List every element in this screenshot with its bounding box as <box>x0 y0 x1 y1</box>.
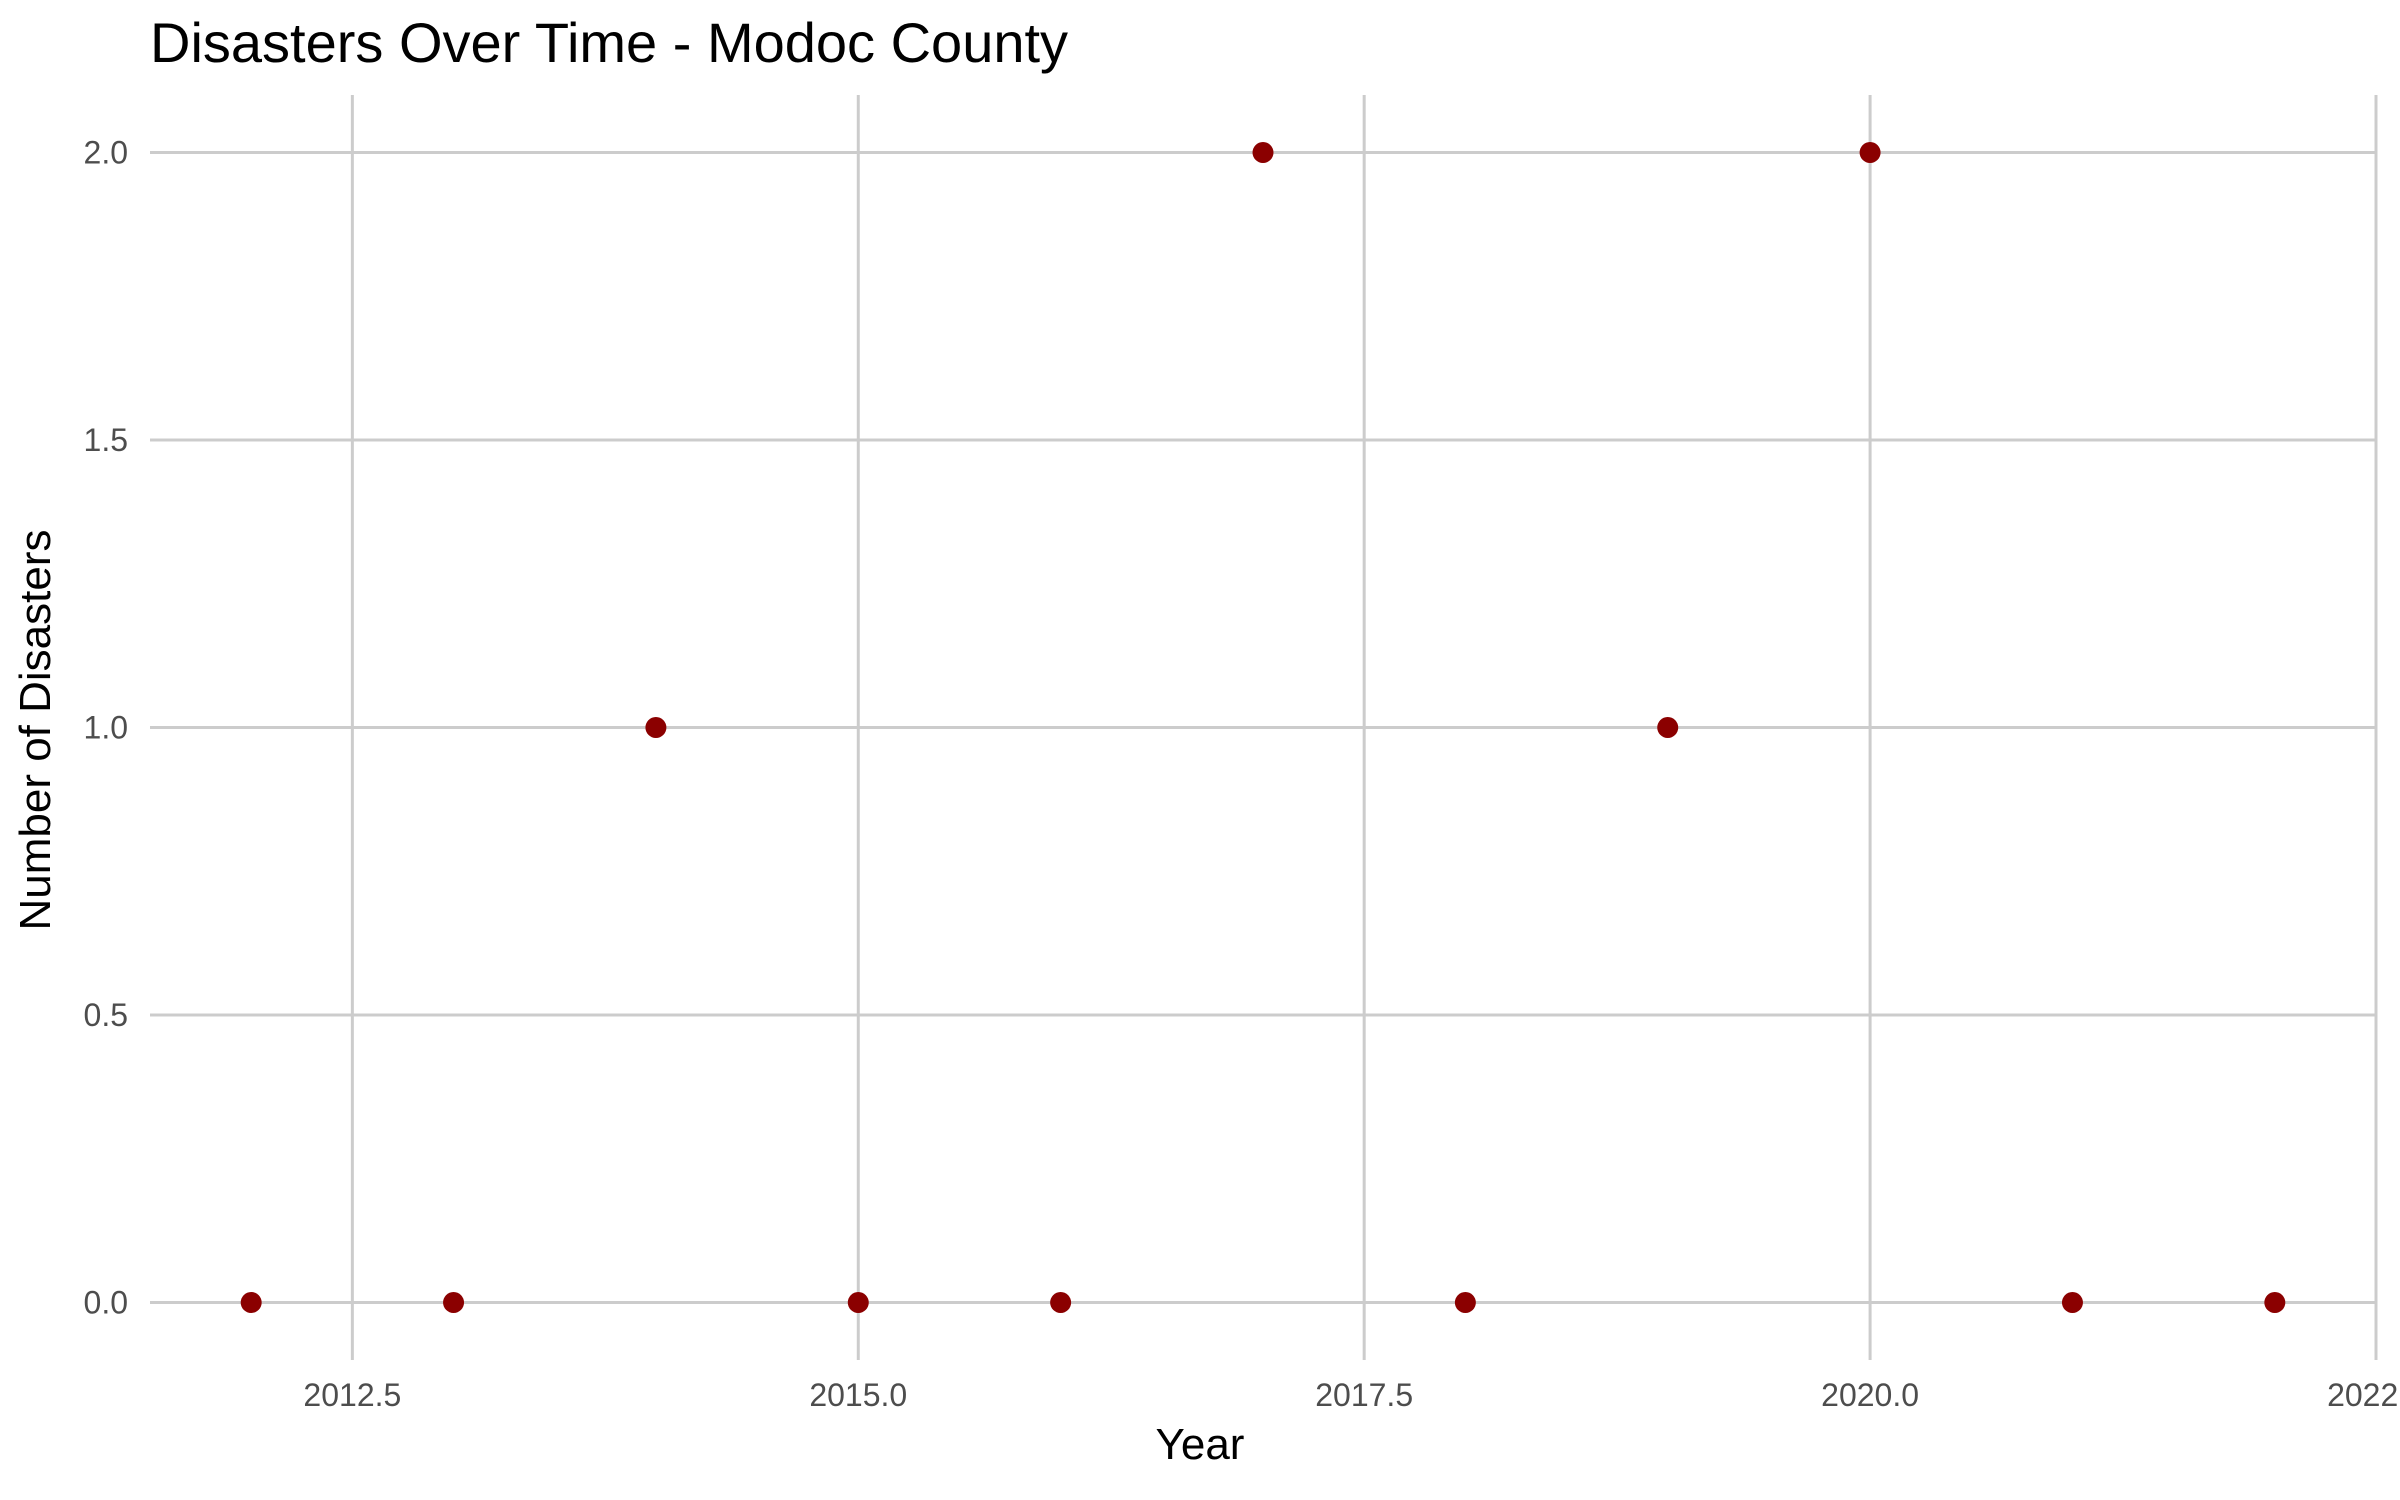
x-tick-label: 2017.5 <box>1315 1377 1413 1413</box>
data-point <box>2264 1292 2286 1313</box>
data-point <box>443 1292 465 1313</box>
y-tick-label: 0.0 <box>84 1285 128 1321</box>
data-point <box>1252 142 1274 163</box>
data-point <box>240 1292 262 1313</box>
points-layer <box>240 142 2286 1313</box>
x-tick-label: 2015.0 <box>809 1377 907 1413</box>
data-point <box>1859 142 1881 163</box>
x-tick-label: 2012.5 <box>303 1377 401 1413</box>
data-point <box>847 1292 869 1313</box>
y-tick-label: 1.0 <box>84 710 128 746</box>
data-point <box>1657 717 1679 738</box>
chart-title: Disasters Over Time - Modoc County <box>150 11 1069 74</box>
data-point <box>1050 1292 1072 1313</box>
x-axis-label: Year <box>1155 1420 1245 1469</box>
y-tick-label: 1.5 <box>84 422 128 458</box>
data-point <box>2061 1292 2083 1313</box>
y-tick-label: 2.0 <box>84 135 128 171</box>
x-tick-label: 2020.0 <box>1821 1377 1919 1413</box>
x-tick-label: 2022.5 <box>2327 1377 2400 1413</box>
data-point <box>645 717 667 738</box>
data-point <box>1454 1292 1476 1313</box>
grid-layer <box>150 95 2378 1360</box>
y-tick-label: 0.5 <box>84 997 128 1033</box>
ticks-layer: 0.0 0.5 1.0 1.5 2.0 2012.5 2015.0 2017.5 2020.0 2… <box>84 135 2400 1414</box>
